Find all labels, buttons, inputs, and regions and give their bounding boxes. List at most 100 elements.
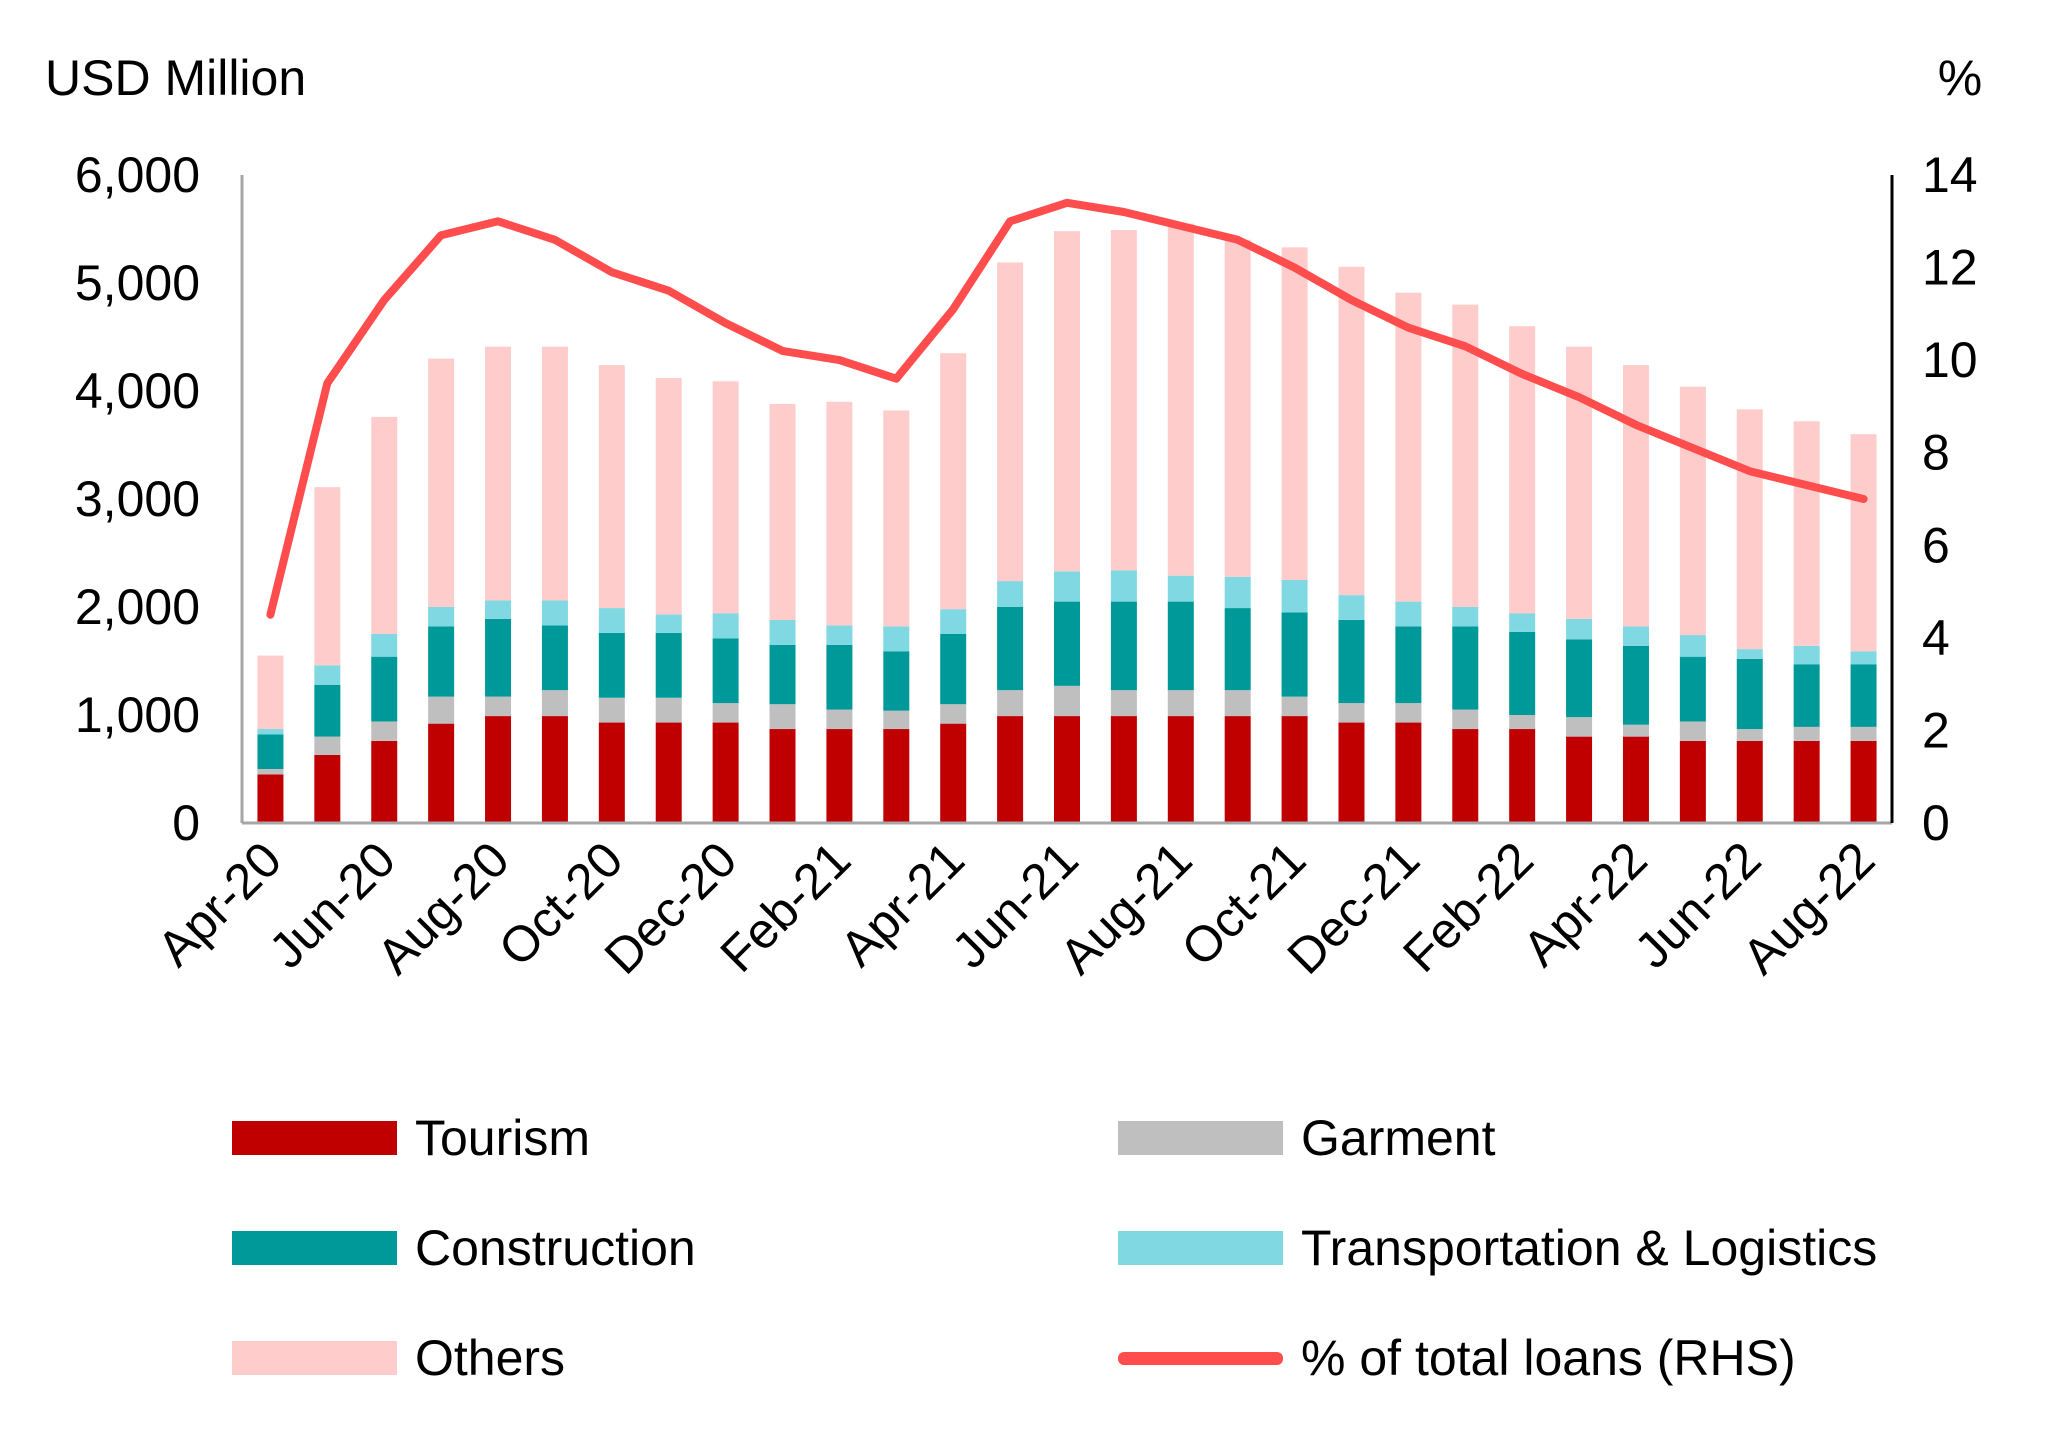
bar-construction-nov-20: [655, 632, 682, 698]
bar-garment-dec-21: [1395, 703, 1422, 723]
bar-others-jun-22: [1736, 409, 1763, 650]
bar-garment-jun-20: [371, 721, 398, 741]
bar-transportation-logistics-sep-20: [541, 600, 568, 626]
bar-garment-sep-20: [541, 690, 568, 717]
bar-others-dec-21: [1395, 292, 1422, 602]
bar-others-feb-21: [826, 401, 853, 626]
right-tick-label: 0: [1922, 795, 1950, 851]
bar-tourism-aug-21: [1167, 716, 1194, 823]
right-tick-label: 8: [1922, 425, 1950, 481]
x-tick-label: Feb-21: [710, 831, 862, 983]
right-tick-label: 10: [1922, 332, 1978, 388]
bar-garment-jun-22: [1736, 729, 1763, 741]
x-tick-label: Apr-21: [829, 831, 975, 977]
bar-construction-jul-20: [428, 626, 455, 697]
bar-garment-nov-20: [655, 697, 682, 723]
bar-construction-mar-22: [1566, 639, 1593, 718]
bar-tourism-sep-21: [1224, 716, 1251, 823]
bar-construction-jul-22: [1793, 664, 1820, 727]
bar-tourism-jun-20: [371, 740, 398, 823]
x-tick-label: Apr-20: [147, 831, 293, 977]
bar-construction-apr-22: [1622, 645, 1649, 725]
bar-transportation-logistics-jun-22: [1736, 649, 1763, 659]
bar-transportation-logistics-oct-21: [1281, 580, 1308, 613]
bar-tourism-aug-22: [1850, 740, 1877, 823]
bar-construction-sep-20: [541, 625, 568, 691]
bar-garment-jul-20: [428, 696, 455, 724]
bar-garment-mar-22: [1566, 717, 1593, 737]
right-tick-label: 6: [1922, 517, 1950, 573]
bar-garment-aug-20: [485, 696, 512, 717]
bar-garment-apr-21: [940, 704, 967, 724]
bar-garment-feb-21: [826, 709, 853, 730]
bar-garment-feb-22: [1509, 715, 1536, 730]
bar-transportation-logistics-nov-20: [655, 614, 682, 633]
bar-garment-aug-22: [1850, 726, 1877, 741]
bar-tourism-oct-20: [598, 722, 625, 823]
bar-transportation-logistics-jan-21: [769, 619, 796, 645]
right-tick-label: 4: [1922, 610, 1950, 666]
bar-transportation-logistics-jul-20: [428, 607, 455, 627]
bar-others-jan-21: [769, 403, 796, 620]
bar-tourism-dec-20: [712, 722, 739, 823]
bar-others-jul-20: [428, 358, 455, 607]
left-axis-unit: USD Million: [45, 50, 306, 106]
bar-construction-dec-21: [1395, 626, 1422, 704]
right-tick-label: 2: [1922, 702, 1950, 758]
bar-tourism-may-22: [1679, 740, 1706, 823]
bar-tourism-jun-21: [1054, 716, 1080, 823]
bar-transportation-logistics-aug-21: [1167, 575, 1194, 602]
bar-tourism-oct-21: [1281, 716, 1308, 823]
line-loan-share: [266, 198, 1868, 619]
bar-others-apr-21: [940, 353, 967, 610]
line-layer: [266, 198, 1868, 619]
bar-construction-apr-21: [940, 634, 967, 705]
bar-construction-apr-20: [257, 734, 284, 769]
bar-construction-aug-21: [1167, 601, 1194, 691]
bar-garment-jul-22: [1793, 726, 1820, 741]
bar-construction-jan-21: [769, 644, 796, 705]
bar-transportation-logistics-aug-20: [485, 600, 512, 619]
bar-garment-apr-22: [1622, 724, 1649, 737]
bar-transportation-logistics-jun-21: [1054, 571, 1080, 602]
bar-garment-oct-21: [1281, 696, 1308, 717]
bar-tourism-jan-22: [1452, 729, 1479, 823]
bar-others-jun-21: [1054, 231, 1080, 572]
bar-transportation-logistics-jul-21: [1110, 570, 1137, 602]
bar-tourism-apr-21: [940, 723, 967, 823]
bar-tourism-mar-21: [883, 729, 910, 823]
bar-tourism-jul-22: [1793, 740, 1820, 823]
bar-transportation-logistics-oct-20: [598, 608, 625, 633]
bar-others-dec-20: [712, 381, 739, 614]
axes-layer: [240, 175, 1894, 825]
bar-others-aug-21: [1167, 223, 1194, 576]
x-tick-label: Feb-22: [1392, 831, 1544, 983]
right-tick-label: 12: [1922, 240, 1978, 296]
bar-transportation-logistics-may-21: [997, 581, 1024, 607]
bar-others-mar-22: [1566, 346, 1593, 619]
bar-transportation-logistics-dec-20: [712, 613, 739, 639]
bar-transportation-logistics-aug-22: [1850, 651, 1877, 665]
bar-garment-jun-21: [1054, 685, 1080, 717]
bar-tourism-jan-21: [769, 729, 796, 823]
bar-garment-sep-21: [1224, 690, 1251, 717]
bar-construction-oct-21: [1281, 612, 1308, 697]
bar-others-oct-21: [1281, 247, 1308, 581]
bar-transportation-logistics-mar-21: [883, 626, 910, 652]
bar-transportation-logistics-may-20: [314, 665, 341, 685]
bar-garment-jan-22: [1452, 709, 1479, 730]
bar-construction-nov-21: [1338, 619, 1365, 704]
bar-garment-oct-20: [598, 697, 625, 723]
bar-others-mar-21: [883, 410, 910, 627]
bar-tourism-jun-22: [1736, 740, 1763, 823]
bars-layer: [257, 223, 1877, 823]
bar-others-aug-20: [485, 346, 512, 601]
bar-tourism-may-20: [314, 754, 341, 823]
bar-others-may-20: [314, 487, 341, 666]
bar-tourism-dec-21: [1395, 722, 1422, 823]
bar-others-apr-20: [257, 655, 284, 730]
bar-transportation-logistics-mar-22: [1566, 618, 1593, 640]
bar-construction-sep-21: [1224, 608, 1251, 691]
bar-others-may-21: [997, 262, 1024, 582]
